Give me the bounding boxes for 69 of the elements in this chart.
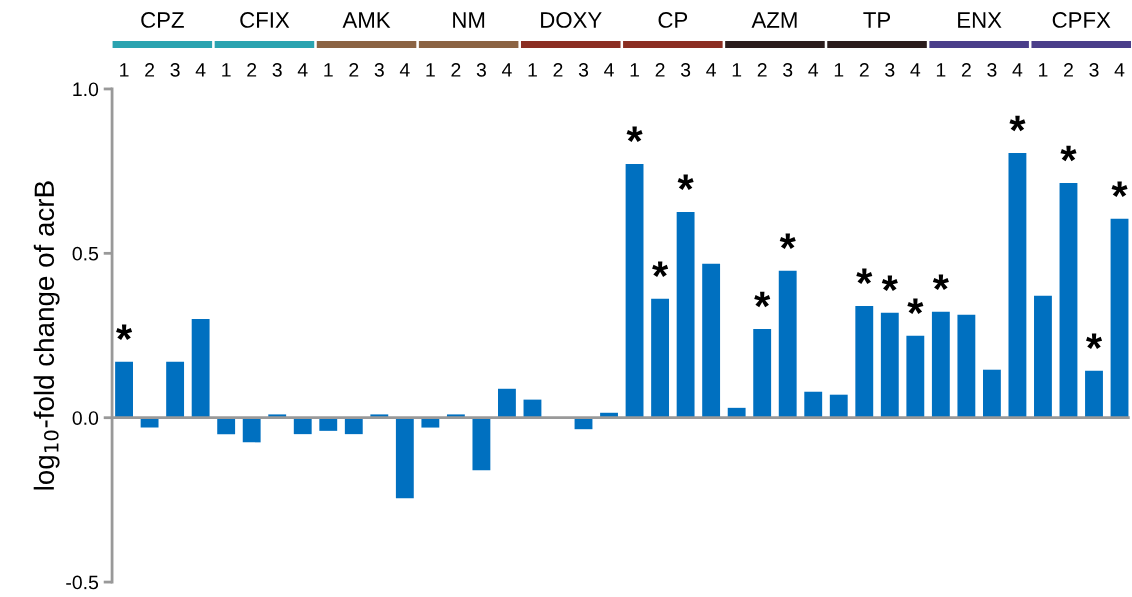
x-tick-label: 3 (1089, 63, 1099, 77)
x-tick-label: 1 (426, 63, 435, 77)
text: CPZ (141, 12, 184, 28)
text: TP (863, 12, 891, 28)
data-label: * (881, 275, 898, 292)
data-label: * (1111, 181, 1128, 197)
x-tick-label: 4 (501, 63, 512, 77)
x-tick-label: 4 (604, 63, 614, 77)
x-tick-label: 4 (195, 63, 206, 77)
x-tick-label: 3 (987, 63, 997, 77)
x-tick-label: 4 (706, 63, 716, 77)
x-tick-label: 4 (297, 63, 308, 77)
x-tick-label: 3 (885, 63, 895, 77)
x-tick-label: 1 (1039, 63, 1048, 77)
x-tick-label: 1 (324, 63, 333, 77)
data-label: * (677, 174, 694, 191)
data-label: * (626, 126, 643, 143)
data-label: * (754, 291, 771, 308)
x-tick-label: 4 (1012, 63, 1023, 77)
text: CP (658, 12, 688, 28)
x-tick-label: 1 (732, 63, 742, 77)
x-tick-label: 3 (680, 63, 691, 77)
data-label: * (907, 298, 924, 315)
text: AMK (342, 12, 391, 28)
x-tick-label: 1 (936, 63, 946, 77)
data-label: * (932, 274, 949, 291)
text: ENX (958, 12, 1002, 28)
data-label: * (652, 261, 669, 277)
data-label: * (1060, 145, 1077, 162)
x-tick-label: 3 (476, 63, 486, 77)
text: AZM (751, 12, 797, 28)
text: NM (453, 12, 485, 28)
y-axis-title: log$_{10}$-fold change of acrB (33, 181, 60, 490)
x-tick-label: 3 (578, 63, 589, 77)
text: CPFX (1052, 12, 1111, 28)
data-label: * (1009, 115, 1026, 132)
y-tick-label: 0.5 (72, 246, 99, 261)
data-label: * (1086, 333, 1103, 349)
y-tick-label: 0.0 (72, 411, 99, 425)
x-tick-label: 4 (910, 63, 921, 77)
x-tick-label: 1 (630, 63, 640, 77)
data-label: * (856, 268, 873, 285)
x-tick-label: 4 (399, 63, 410, 77)
x-tick-label: 2 (145, 63, 155, 77)
x-tick-label: 3 (374, 63, 384, 77)
x-tick-label: 3 (170, 63, 180, 77)
x-tick-label: 2 (961, 63, 971, 77)
y-tick-label: 1.0 (73, 82, 99, 97)
x-tick-label: 2 (1064, 63, 1073, 77)
x-tick-label: 1 (528, 63, 537, 77)
x-tick-label: 2 (247, 63, 257, 77)
x-tick-label: 2 (655, 63, 665, 77)
x-tick-label: 4 (808, 63, 819, 77)
x-tick-label: 2 (859, 63, 869, 77)
x-tick-label: 2 (451, 63, 461, 77)
x-tick-label: 3 (783, 63, 793, 77)
x-tick-label: 3 (272, 63, 282, 77)
x-tick-label: 1 (222, 63, 231, 77)
x-tick-label: 2 (349, 63, 359, 77)
text: CFIX (240, 12, 290, 28)
x-tick-label: 1 (120, 63, 129, 77)
text: DOXY (541, 12, 602, 28)
x-tick-label: 4 (1114, 63, 1125, 77)
data-label: * (779, 233, 796, 249)
x-tick-label: 1 (834, 63, 844, 77)
x-tick-label: 2 (757, 63, 767, 77)
x-tick-label: 2 (553, 63, 563, 77)
y-tick-label: -0.5 (66, 575, 99, 590)
data-label: * (116, 324, 133, 340)
